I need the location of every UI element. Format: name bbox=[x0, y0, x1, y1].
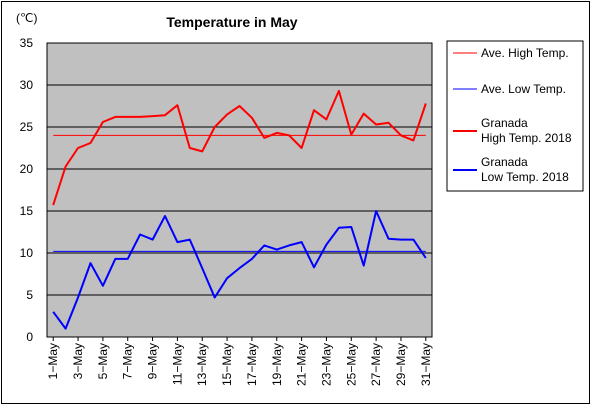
y-tick-label: 5 bbox=[26, 288, 33, 302]
x-tick-label: 29−May bbox=[394, 343, 408, 386]
y-tick-label: 25 bbox=[20, 120, 34, 134]
y-axis-unit-label: (℃) bbox=[16, 11, 37, 25]
y-tick-label: 20 bbox=[20, 162, 34, 176]
axes: 0 5 10 15 20 25 30 35 1−May 3−May 5−May 7−May 9−May 1… bbox=[20, 36, 433, 386]
series-line-3 bbox=[52, 210, 427, 330]
x-tick-label: 23−May bbox=[319, 343, 333, 386]
legend-label-2: Granada High Temp. 2018 bbox=[481, 116, 572, 145]
x-tick-label: 9−May bbox=[146, 343, 160, 379]
plot-area bbox=[46, 42, 433, 338]
y-tick-label: 35 bbox=[20, 36, 34, 50]
gridlines bbox=[47, 84, 432, 296]
x-tick-label: 5−May bbox=[96, 343, 110, 379]
series-line-2 bbox=[52, 89, 427, 206]
y-tick-label: 30 bbox=[20, 78, 34, 92]
legend-label-0: Ave. High Temp. bbox=[481, 46, 569, 60]
legend-label-1: Ave. Low Temp. bbox=[481, 82, 566, 96]
x-tick-label: 19−May bbox=[270, 343, 284, 386]
series-lines bbox=[52, 89, 427, 330]
x-tick-label: 31−May bbox=[419, 343, 433, 386]
y-tick-label: 15 bbox=[20, 204, 34, 218]
x-tick-label: 15−May bbox=[220, 343, 234, 386]
legend bbox=[446, 40, 584, 192]
x-tick-label: 1−May bbox=[46, 343, 60, 379]
x-tick-label: 11−May bbox=[170, 343, 184, 385]
x-tick-label: 21−May bbox=[295, 343, 309, 386]
x-tick-label: 13−May bbox=[195, 343, 209, 386]
legend-label-3: Granada Low Temp. 2018 bbox=[481, 155, 569, 184]
x-tick-label: 25−May bbox=[344, 343, 358, 386]
x-tick-label: 27−May bbox=[369, 343, 383, 386]
chart-title: Temperature in May bbox=[166, 14, 297, 30]
legend-entries: Ave. High Temp. Ave. Low Temp. Granada High… bbox=[453, 46, 572, 184]
x-tick-label: 7−May bbox=[121, 343, 135, 379]
y-tick-label: 0 bbox=[26, 330, 33, 344]
y-tick-label: 10 bbox=[20, 246, 34, 260]
x-tick-label: 3−May bbox=[71, 343, 85, 379]
x-tick-label: 17−May bbox=[245, 343, 259, 386]
